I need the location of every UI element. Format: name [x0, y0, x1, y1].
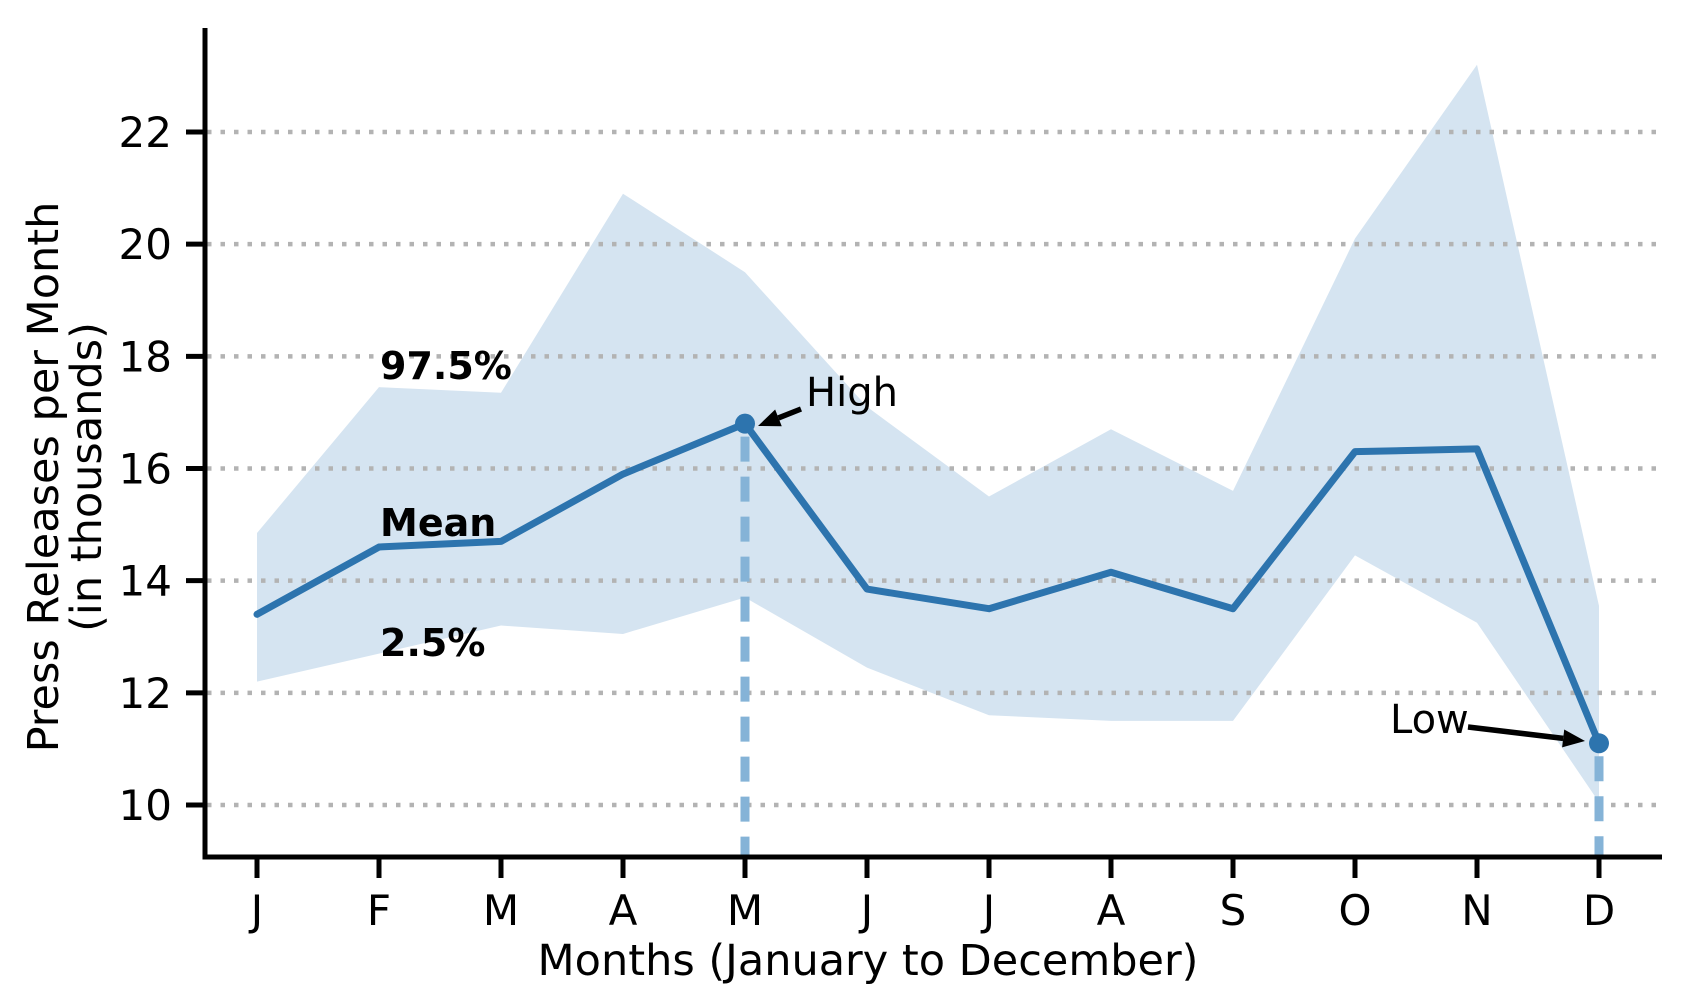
extreme-point-markers-group [735, 413, 1609, 754]
x-tick-label-4: M [727, 886, 763, 935]
y-axis-title-line2: (in thousands) [62, 322, 112, 632]
tick-labels-group: 10 12 14 16 18 20 22 J F M A M J J A S O N D [119, 108, 1616, 935]
mean-line-group [253, 420, 1603, 747]
confidence-band [257, 64, 1599, 803]
y-tick-label-18: 18 [119, 332, 172, 381]
mean-series-label: Mean [380, 501, 496, 545]
x-axis-title: Months (January to December) [538, 936, 1199, 986]
x-tick-label-7: A [1097, 886, 1126, 935]
high-annotation-label: High [806, 370, 898, 416]
y-tick-label-16: 16 [119, 445, 172, 494]
x-tick-label-5: J [858, 886, 873, 935]
x-tick-label-8: S [1220, 886, 1247, 935]
low-point-marker [1589, 733, 1609, 754]
x-tick-label-9: O [1338, 886, 1371, 935]
mean-line [253, 420, 1603, 747]
high-arrow-head [758, 409, 782, 427]
confidence-band-group [257, 64, 1599, 803]
y-tick-label-14: 14 [119, 557, 172, 606]
droplines-group [740, 436, 1604, 855]
x-tick-label-10: N [1461, 886, 1492, 935]
low-annotation-label: Low [1390, 697, 1469, 743]
low-arrow-line [1467, 724, 1564, 742]
x-tick-label-2: M [483, 886, 519, 935]
x-tick-label-11: D [1583, 886, 1615, 935]
x-tick-label-3: A [609, 886, 638, 935]
x-tick-label-1: F [367, 886, 391, 935]
low-arrow-head [1562, 729, 1585, 748]
high-arrow-line [777, 406, 803, 421]
y-axis-title-line1: Press Releases per Month [19, 202, 69, 753]
y-tick-label-22: 22 [119, 108, 172, 157]
high-point-marker [735, 413, 755, 434]
x-tick-label-6: J [980, 886, 995, 935]
y-tick-label-20: 20 [119, 220, 172, 269]
lower-percentile-label: 2.5% [380, 621, 485, 665]
upper-percentile-label: 97.5% [380, 344, 512, 388]
y-tick-label-10: 10 [119, 781, 172, 830]
text-labels-group: 97.5% Mean 2.5% High Low Months (January… [19, 202, 1469, 986]
annotation-arrows-group [758, 406, 1585, 748]
y-tick-label-12: 12 [119, 669, 172, 718]
x-tick-label-0: J [248, 886, 263, 935]
axes-group [186, 28, 1662, 878]
